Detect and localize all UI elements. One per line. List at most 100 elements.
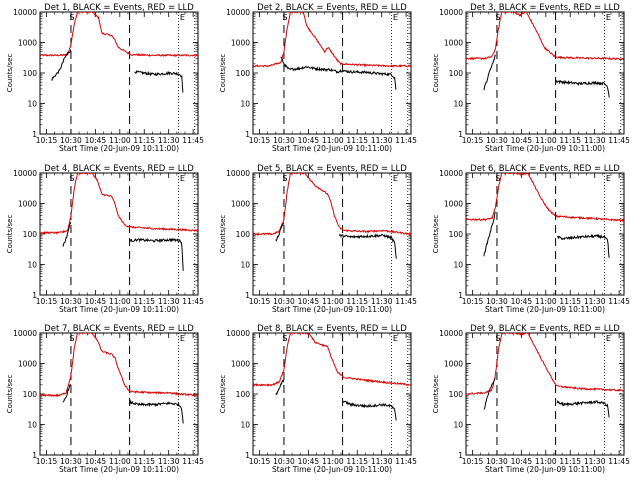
x-tick-label: 11:00 bbox=[109, 457, 131, 466]
x-tick-label: 10:15 bbox=[36, 297, 58, 306]
y-tick-label: 1000 bbox=[18, 360, 37, 369]
x-tick-label: 11:15 bbox=[133, 297, 155, 306]
chart-panel-4: Det 4, BLACK = Events, RED = LLD 1 10 100 10… bbox=[6, 164, 204, 314]
chart-title: Det 4, BLACK = Events, RED = LLD bbox=[44, 164, 194, 174]
events-series-line bbox=[62, 221, 72, 247]
x-tick-label: 10:45 bbox=[85, 457, 107, 466]
y-tick-label: 10 bbox=[240, 261, 250, 270]
chart-title: Det 2, BLACK = Events, RED = LLD bbox=[257, 3, 407, 13]
x-axis-label: Start Time (20-Jun-09 10:11:00) bbox=[272, 144, 392, 153]
lld-series-line bbox=[466, 173, 624, 223]
lld-series-line bbox=[253, 173, 411, 236]
y-tick-label: 10000 bbox=[439, 169, 463, 178]
x-tick-label: 11:00 bbox=[535, 136, 557, 145]
x-tick-label: 10:30 bbox=[60, 136, 82, 145]
y-tick-label: 10 bbox=[453, 100, 463, 109]
x-tick-label: 11:15 bbox=[133, 136, 155, 145]
x-tick-label: 10:30 bbox=[273, 297, 295, 306]
lld-series-line bbox=[40, 12, 198, 58]
start-marker-label: S bbox=[495, 334, 500, 343]
x-tick-label: 11:00 bbox=[322, 297, 344, 306]
y-tick-label: 1000 bbox=[231, 39, 250, 48]
x-tick-label: 10:30 bbox=[273, 457, 295, 466]
y-tick-label: 100 bbox=[23, 69, 38, 78]
x-tick-label: 11:30 bbox=[158, 457, 180, 466]
end-marker-label: E bbox=[606, 334, 611, 343]
x-tick-label: 10:15 bbox=[249, 297, 271, 306]
start-marker-label: S bbox=[495, 13, 500, 22]
y-tick-label: 100 bbox=[236, 390, 251, 399]
x-tick-label: 11:15 bbox=[346, 457, 368, 466]
chart-title: Det 9, BLACK = Events, RED = LLD bbox=[470, 324, 620, 334]
x-tick-label: 10:15 bbox=[462, 457, 484, 466]
x-tick-label: 10:30 bbox=[486, 297, 508, 306]
chart-panel-6: Det 6, BLACK = Events, RED = LLD 1 10 100 10… bbox=[432, 164, 630, 314]
y-tick-label: 1000 bbox=[444, 360, 463, 369]
chart-title: Det 1, BLACK = Events, RED = LLD bbox=[44, 3, 194, 13]
y-tick-label: 10 bbox=[27, 421, 37, 430]
x-tick-label: 11:30 bbox=[371, 297, 393, 306]
x-tick-label: 11:15 bbox=[559, 297, 581, 306]
y-tick-label: 10000 bbox=[226, 8, 250, 17]
x-tick-label: 10:45 bbox=[511, 297, 533, 306]
x-tick-label: 11:30 bbox=[158, 136, 180, 145]
y-tick-label: 10 bbox=[453, 421, 463, 430]
x-tick-label: 10:15 bbox=[462, 297, 484, 306]
x-tick-label: 11:45 bbox=[608, 297, 630, 306]
chart-title: Det 6, BLACK = Events, RED = LLD bbox=[470, 164, 620, 174]
events-series-line bbox=[555, 79, 610, 98]
events-series-line bbox=[275, 379, 285, 396]
x-axis-label: Start Time (20-Jun-09 10:11:00) bbox=[59, 305, 179, 314]
x-tick-label: 10:15 bbox=[462, 136, 484, 145]
start-marker-label: S bbox=[282, 13, 287, 22]
y-tick-label: 10000 bbox=[13, 169, 37, 178]
y-tick-label: 1 bbox=[245, 291, 250, 300]
events-series-line bbox=[62, 383, 72, 403]
lld-series-line bbox=[253, 333, 411, 387]
end-marker-label: E bbox=[393, 334, 398, 343]
events-series-line bbox=[483, 211, 496, 257]
x-tick-label: 10:30 bbox=[60, 297, 82, 306]
x-tick-label: 11:15 bbox=[346, 136, 368, 145]
events-series-line bbox=[556, 399, 610, 418]
x-tick-label: 10:15 bbox=[36, 136, 58, 145]
x-tick-label: 10:15 bbox=[249, 136, 271, 145]
start-marker-label: S bbox=[69, 174, 74, 183]
x-tick-label: 11:45 bbox=[182, 297, 204, 306]
events-series-line bbox=[275, 222, 285, 242]
lld-series-line bbox=[466, 333, 624, 396]
chart-panel-9: Det 9, BLACK = Events, RED = LLD 1 10 100 10… bbox=[432, 324, 630, 474]
x-tick-label: 11:45 bbox=[395, 136, 417, 145]
events-series-line bbox=[129, 237, 184, 271]
y-tick-label: 10 bbox=[27, 100, 37, 109]
y-tick-label: 100 bbox=[449, 69, 464, 78]
end-marker-label: E bbox=[393, 13, 398, 22]
y-tick-label: 100 bbox=[236, 230, 251, 239]
x-tick-label: 10:15 bbox=[36, 457, 58, 466]
events-series-line bbox=[134, 69, 184, 93]
x-tick-label: 11:00 bbox=[535, 297, 557, 306]
plot-frame bbox=[252, 11, 412, 135]
y-tick-label: 100 bbox=[23, 390, 38, 399]
end-marker-label: E bbox=[180, 174, 185, 183]
lld-series-line bbox=[40, 333, 198, 398]
x-axis-label: Start Time (20-Jun-09 10:11:00) bbox=[485, 144, 605, 153]
end-marker-label: E bbox=[180, 13, 185, 22]
x-tick-label: 10:45 bbox=[511, 457, 533, 466]
y-axis-label: Counts/sec bbox=[219, 54, 227, 93]
x-tick-label: 11:00 bbox=[322, 136, 344, 145]
x-tick-label: 11:00 bbox=[535, 457, 557, 466]
plot-frame bbox=[252, 172, 412, 296]
y-tick-label: 1000 bbox=[18, 200, 37, 209]
events-series-line bbox=[51, 49, 72, 82]
chart-panel-2: Det 2, BLACK = Events, RED = LLD 1 10 100 10… bbox=[219, 3, 417, 153]
x-tick-label: 11:00 bbox=[322, 457, 344, 466]
chart-panel-7: Det 7, BLACK = Events, RED = LLD 1 10 100 10… bbox=[6, 324, 204, 474]
x-tick-label: 11:15 bbox=[133, 457, 155, 466]
x-tick-label: 11:00 bbox=[109, 297, 131, 306]
chart-panel-3: Det 3, BLACK = Events, RED = LLD 1 10 100 10… bbox=[432, 3, 630, 153]
x-tick-label: 10:45 bbox=[298, 457, 320, 466]
start-marker-label: S bbox=[282, 174, 287, 183]
y-tick-label: 1 bbox=[245, 130, 250, 139]
y-tick-label: 10000 bbox=[439, 8, 463, 17]
